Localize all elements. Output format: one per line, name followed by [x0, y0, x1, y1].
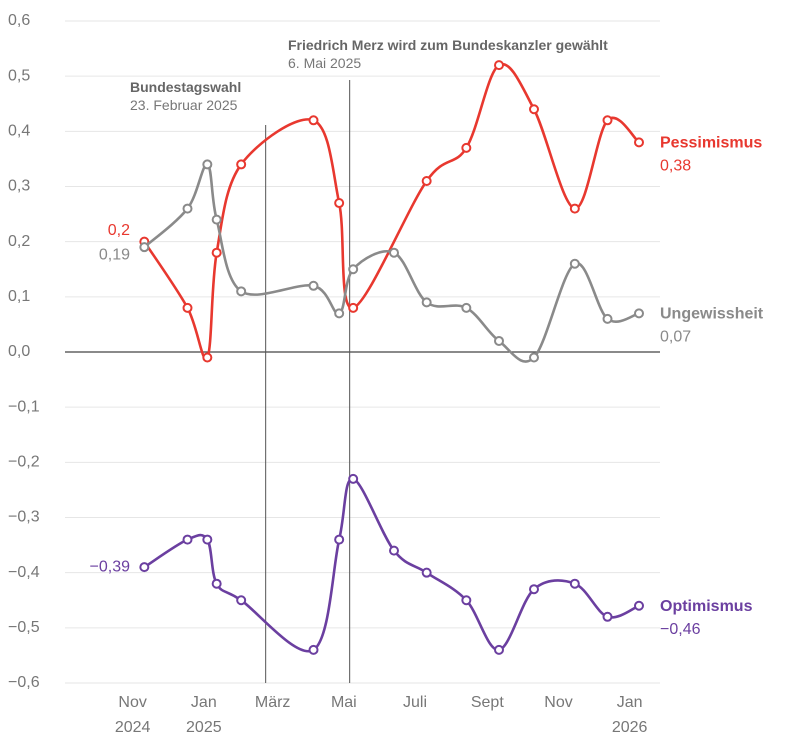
point	[202, 534, 213, 545]
point	[308, 115, 319, 126]
point	[236, 286, 247, 297]
point	[529, 352, 539, 363]
point	[211, 578, 222, 589]
point	[602, 115, 613, 126]
series-label: Ungewissheit	[660, 306, 764, 323]
point	[634, 137, 644, 148]
point	[139, 562, 150, 573]
point	[348, 264, 359, 275]
x-tick-label: Nov	[544, 694, 573, 711]
point	[308, 280, 319, 291]
point	[348, 473, 359, 484]
point	[494, 335, 504, 346]
point	[569, 203, 580, 214]
point	[494, 60, 504, 71]
point	[634, 600, 644, 611]
value-label: 0,38	[660, 158, 691, 175]
point	[529, 104, 539, 115]
x-tick-label: Jan 2026	[611, 694, 648, 736]
point	[569, 258, 580, 269]
x-tick-label: Mai	[330, 694, 357, 711]
x-tick-label: März	[254, 694, 291, 711]
y-tick-label: 0,0	[8, 343, 30, 360]
series-label: Pessimismus	[660, 135, 762, 152]
y-tick-label: 0,6	[8, 12, 30, 29]
point	[389, 545, 399, 556]
point	[461, 142, 472, 153]
annotation: Bundestagswahl 23. Februar 2025	[130, 78, 241, 114]
point	[389, 247, 399, 258]
line	[143, 163, 640, 363]
point	[182, 203, 193, 214]
y-tick-label: −0,6	[8, 674, 40, 691]
point	[421, 297, 432, 308]
point	[634, 308, 644, 319]
y-tick-label: −0,2	[8, 454, 40, 471]
x-tick-label: Nov 2024	[114, 694, 151, 736]
y-tick-label: −0,5	[8, 619, 40, 636]
annotation-text: 23. Februar 2025	[130, 97, 238, 113]
point	[308, 644, 319, 655]
x-tick-label: Juli	[402, 694, 427, 711]
y-tick-label: 0,4	[8, 123, 30, 140]
point	[602, 611, 613, 622]
value-label: −0,39	[90, 558, 131, 575]
value-label: 0,2	[108, 222, 130, 239]
series-label: Optimismus	[660, 598, 753, 615]
y-tick-label: −0,3	[8, 509, 40, 526]
point	[461, 595, 472, 606]
value-label: 0,19	[99, 246, 130, 263]
value-label: −0,46	[660, 621, 701, 638]
value-label: 0,07	[660, 329, 691, 346]
x-tick-label: Jan 2025	[186, 694, 222, 736]
point	[211, 214, 222, 225]
point	[236, 159, 247, 170]
line	[143, 477, 640, 653]
point	[334, 198, 345, 209]
point	[529, 584, 539, 595]
annotation-text: 6. Mai 2025	[288, 55, 362, 71]
point	[202, 159, 213, 170]
y-tick-label: −0,4	[8, 564, 40, 581]
point	[421, 567, 432, 578]
y-tick-label: 0,5	[8, 67, 30, 84]
point	[334, 308, 345, 319]
annotation: Friedrich Merz wird zum Bundeskanzler ge…	[288, 36, 608, 72]
point	[348, 302, 359, 313]
y-tick-label: 0,3	[8, 178, 30, 195]
point	[139, 242, 150, 253]
point	[211, 247, 222, 258]
point	[202, 352, 213, 363]
point	[461, 302, 472, 313]
annotation-title: Friedrich Merz wird zum Bundeskanzler ge…	[288, 37, 608, 53]
point	[569, 578, 580, 589]
point	[182, 534, 193, 545]
point	[494, 644, 504, 655]
point	[602, 313, 613, 324]
point	[236, 595, 247, 606]
y-tick-label: 0,1	[8, 288, 30, 305]
x-tick-label: Sept	[470, 694, 504, 711]
annotation-title: Bundestagswahl	[130, 79, 242, 95]
point	[182, 302, 193, 313]
point	[421, 175, 432, 186]
point	[334, 534, 345, 545]
y-tick-label: 0,2	[8, 233, 30, 250]
y-tick-label: −0,1	[8, 398, 40, 415]
